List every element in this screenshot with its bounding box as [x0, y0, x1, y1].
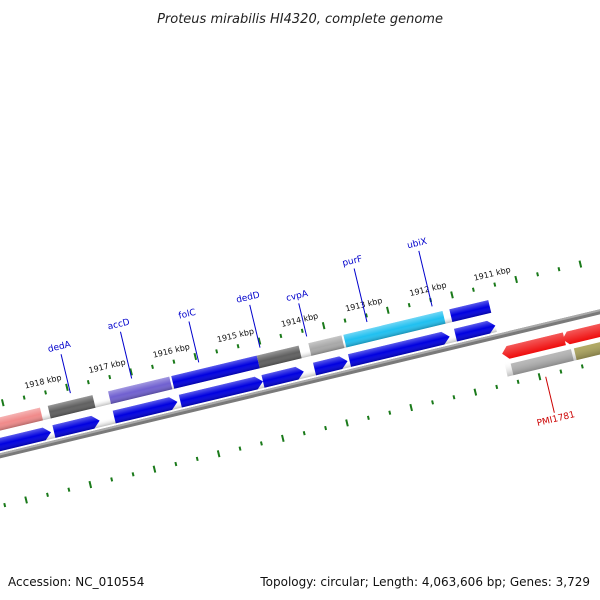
scale-tick [452, 395, 456, 400]
scale-tick [537, 373, 542, 381]
scale-tick [343, 318, 347, 323]
scale-tick [495, 384, 499, 390]
gene-leader-line [353, 268, 368, 323]
scale-tick [557, 267, 561, 272]
gene-leader-line [418, 250, 433, 307]
scale-tick [46, 492, 49, 498]
scale-tick [409, 403, 413, 412]
scale-tick [493, 282, 497, 287]
scale-tick [131, 472, 135, 477]
scale-tick [3, 502, 7, 508]
scale-tick [108, 374, 112, 380]
gene-leader-line [545, 376, 555, 413]
scale-tick [86, 380, 90, 385]
scale-tick [193, 352, 198, 361]
kbp-label: 1914 kbp [280, 311, 319, 329]
scale-tick [302, 431, 306, 436]
scale-tick [24, 496, 28, 504]
gene-label-dedD[interactable]: dedD [235, 290, 261, 305]
kbp-label: 1916 kbp [152, 342, 191, 360]
scale-tick [151, 364, 154, 369]
scale-tick [88, 480, 93, 489]
genome-summary-text: Topology: circular; Length: 4,063,606 bp… [259, 575, 590, 589]
gene-label-ubiX[interactable]: ubiX [406, 237, 428, 251]
scale-tick [407, 302, 411, 308]
gene-leader-line [188, 321, 200, 363]
gene-label-accD[interactable]: accD [107, 317, 131, 332]
reverse-strand-shading [0, 319, 497, 452]
lower-genes [500, 318, 600, 377]
genome-backbone-highlight [0, 278, 600, 477]
gene-leader-line [60, 354, 71, 394]
scale-tick [152, 465, 157, 473]
scale-tick [129, 368, 133, 376]
lower-genes-shading [500, 318, 600, 377]
scale-tick [236, 344, 240, 349]
gene-label-purF[interactable]: purF [341, 254, 363, 268]
scale-tick [366, 415, 370, 420]
forward-strand-shading [0, 300, 492, 433]
kbp-label: 1918 kbp [24, 373, 63, 391]
scale-tick [22, 395, 26, 400]
gene-leader-line [249, 304, 261, 348]
scale-tick [536, 272, 540, 277]
gene-label-cvpA[interactable]: cvpA [285, 289, 310, 304]
gene-label-group: dedA accD folC dedD cvpA purF ubiX PMI1781 [47, 237, 576, 429]
gene-label-PMI1781[interactable]: PMI1781 [536, 410, 576, 429]
gene-label-dedA[interactable]: dedA [47, 340, 73, 355]
scale-tick [216, 450, 221, 458]
scale-tick [388, 410, 392, 415]
gene-leader-line [119, 331, 133, 379]
scale-tick [257, 337, 262, 345]
scale-tick [386, 306, 390, 314]
scale-tick [324, 425, 328, 431]
scale-tick [345, 419, 349, 427]
scale-tick [321, 322, 326, 330]
gene-label-folC[interactable]: folC [178, 308, 197, 322]
scale-tick [215, 349, 219, 354]
kbp-label: 1915 kbp [216, 327, 255, 345]
scale-tick [110, 477, 114, 482]
scale-tick [67, 487, 71, 492]
scale-tick [450, 291, 454, 299]
scale-tick [514, 275, 518, 284]
scale-tick [473, 388, 478, 396]
scale-tick [44, 390, 47, 395]
scale-tick [300, 328, 304, 334]
scale-tick [195, 456, 199, 462]
scale-tick [431, 400, 435, 405]
scale-tick [471, 287, 475, 292]
upper-tick-row [0, 260, 583, 407]
scale-tick [172, 359, 176, 364]
gene-leader-line [298, 303, 308, 337]
scale-tick [0, 399, 5, 407]
scale-tick [580, 364, 584, 369]
forward-strand [0, 300, 492, 433]
scale-tick [281, 434, 285, 442]
accession-text: Accession: NC_010554 [8, 575, 144, 589]
lower-tick-row [3, 364, 584, 508]
scale-tick [259, 441, 263, 446]
kbp-label: 1917 kbp [88, 358, 127, 376]
scale-tick [516, 379, 520, 385]
map-title: Proteus mirabilis HI4320, complete genom… [157, 12, 443, 27]
scale-tick [238, 446, 242, 451]
scale-tick [279, 333, 283, 339]
scale-tick [559, 369, 563, 374]
reverse-strand [0, 319, 497, 452]
scale-tick [578, 260, 583, 268]
scale-tick [65, 383, 69, 391]
scale-tick [174, 461, 178, 467]
kbp-label: 1911 kbp [473, 265, 512, 283]
